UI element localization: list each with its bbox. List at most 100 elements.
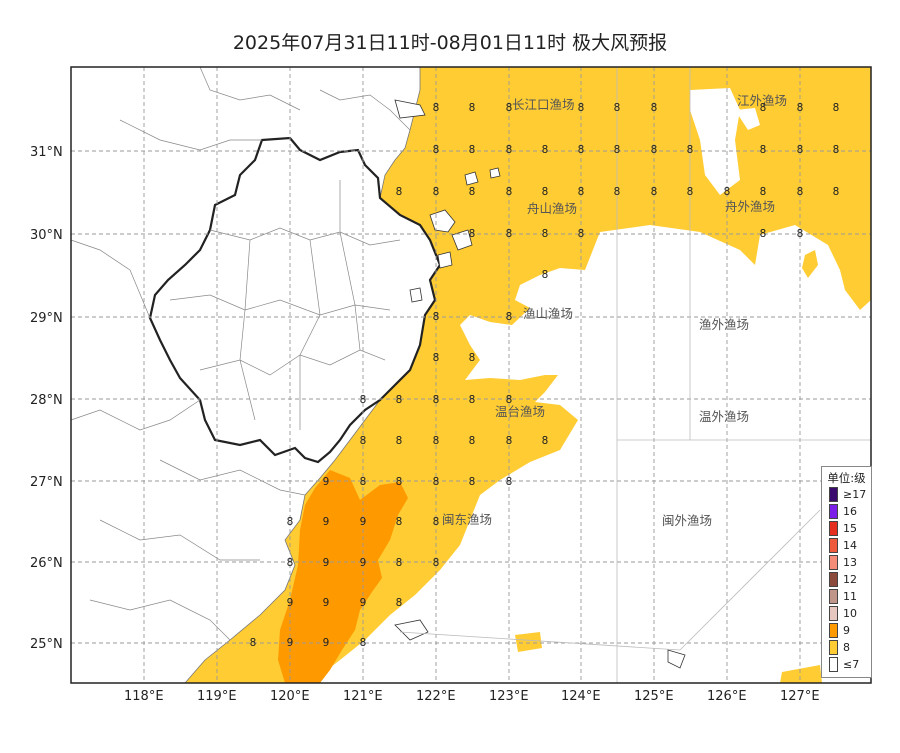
lon-label-122: 122°E — [416, 689, 456, 704]
wind-value: 8 — [506, 102, 513, 114]
legend-swatch — [829, 572, 838, 587]
wind-value: 8 — [360, 637, 367, 649]
wind-value: 9 — [323, 476, 330, 488]
wind-value: 8 — [360, 435, 367, 447]
wind-value: 8 — [433, 394, 440, 406]
legend-item: 12 — [829, 571, 871, 588]
wind-value: 9 — [287, 597, 294, 609]
lat-label-25: 25°N — [30, 637, 63, 652]
wind-value: 8 — [833, 102, 840, 114]
wind-value: 8 — [760, 228, 767, 240]
wind-value: 8 — [651, 144, 658, 156]
legend-item: 10 — [829, 605, 871, 622]
wind-value: 8 — [469, 394, 476, 406]
wind-value: 8 — [469, 476, 476, 488]
wind-value: 8 — [578, 228, 585, 240]
legend-label: 8 — [843, 641, 850, 654]
wind-value: 8 — [433, 186, 440, 198]
wind-value: 8 — [614, 144, 621, 156]
wind-value: 8 — [396, 394, 403, 406]
wind-value: 8 — [506, 186, 513, 198]
region-label: 舟山渔场 — [527, 201, 577, 216]
region-label: 渔山渔场 — [523, 306, 573, 321]
legend-swatch — [829, 487, 838, 502]
legend-swatch — [829, 589, 838, 604]
lat-label-31: 31°N — [30, 145, 63, 160]
wind-value: 8 — [760, 186, 767, 198]
wind-value: 8 — [542, 269, 549, 281]
wind-value: 8 — [433, 311, 440, 323]
grid — [71, 67, 871, 683]
legend-label: 13 — [843, 556, 857, 569]
region-label: 闽东渔场 — [442, 512, 492, 527]
wind-value: 8 — [724, 186, 731, 198]
lon-label-119: 119°E — [197, 689, 237, 704]
lon-label-123: 123°E — [489, 689, 529, 704]
latitude-labels: 31°N 30°N 29°N 28°N 27°N 26°N 25°N — [30, 145, 63, 652]
legend-item: 9 — [829, 622, 871, 639]
wind-level-9-area — [278, 470, 408, 683]
wind-value: 8 — [578, 102, 585, 114]
wind-value: 8 — [396, 557, 403, 569]
lat-label-26: 26°N — [30, 556, 63, 571]
legend-swatch — [829, 657, 838, 672]
legend-label: 15 — [843, 522, 857, 535]
islands — [394, 99, 686, 669]
region-label: 江外渔场 — [737, 93, 787, 108]
wind-value: 9 — [323, 557, 330, 569]
wind-value: 8 — [287, 516, 294, 528]
wind-value: 8 — [506, 228, 513, 240]
wind-value: 8 — [469, 352, 476, 364]
legend-item: ≤7 — [829, 656, 871, 673]
legend-label: 10 — [843, 607, 857, 620]
wind-value: 8 — [506, 435, 513, 447]
legend-item: ≥17 — [829, 486, 871, 503]
region-label: 渔外渔场 — [699, 317, 749, 332]
region-label: 温外渔场 — [699, 409, 749, 424]
lat-label-30: 30°N — [30, 228, 63, 243]
legend-item: 11 — [829, 588, 871, 605]
legend-swatch — [829, 606, 838, 621]
wind-value: 8 — [506, 394, 513, 406]
wind-value: 8 — [506, 476, 513, 488]
wind-value: 8 — [396, 597, 403, 609]
wind-value: 8 — [433, 516, 440, 528]
legend-label: ≥17 — [843, 488, 867, 501]
wind-value-markers: 8 8 8 8 8 8 8 8 8 8 8 8 8 8 8 8 8 8 8 8 … — [250, 102, 840, 649]
region-label: 长江口渔场 — [512, 97, 575, 112]
lon-label-124: 124°E — [561, 689, 601, 704]
wind-value: 8 — [833, 186, 840, 198]
legend-item: 8 — [829, 639, 871, 656]
legend-swatch — [829, 623, 838, 638]
wind-value: 8 — [797, 102, 804, 114]
lon-label-125: 125°E — [634, 689, 674, 704]
wind-value: 8 — [797, 228, 804, 240]
region-label: 舟外渔场 — [725, 199, 775, 214]
legend-title: 单位:级 — [827, 471, 866, 485]
wind-value: 8 — [469, 186, 476, 198]
wind-value: 8 — [469, 144, 476, 156]
wind-value: 8 — [760, 144, 767, 156]
lon-label-118: 118°E — [124, 689, 164, 704]
fishing-zone-boundaries — [399, 67, 871, 683]
wind-value: 8 — [542, 144, 549, 156]
map-frame — [70, 66, 872, 684]
wind-value: 8 — [360, 476, 367, 488]
wind-value: 8 — [396, 516, 403, 528]
wind-value: 8 — [433, 352, 440, 364]
wind-value: 8 — [396, 476, 403, 488]
wind-value: 8 — [396, 435, 403, 447]
wind-value: 8 — [250, 637, 257, 649]
county-lines — [70, 66, 411, 641]
legend-label: 14 — [843, 539, 857, 552]
wind-value: 8 — [651, 186, 658, 198]
legend-label: 9 — [843, 624, 850, 637]
legend-label: 16 — [843, 505, 857, 518]
lon-label-126: 126°E — [707, 689, 747, 704]
legend-swatch — [829, 521, 838, 536]
lon-label-121: 121°E — [343, 689, 383, 704]
wind-value: 8 — [469, 228, 476, 240]
wind-value: 8 — [433, 144, 440, 156]
wind-value: 8 — [614, 102, 621, 114]
